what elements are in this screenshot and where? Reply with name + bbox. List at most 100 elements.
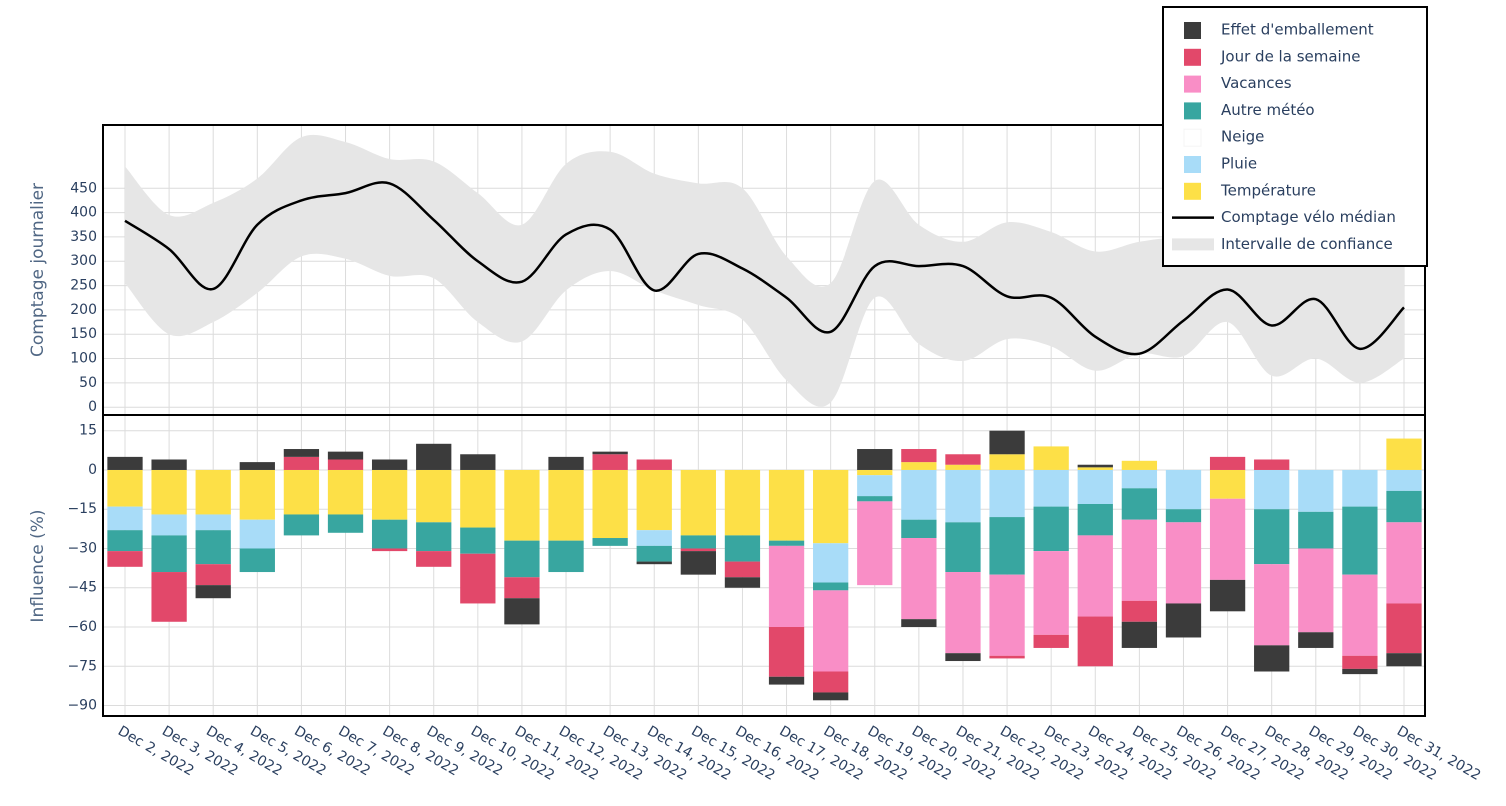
bar bbox=[1033, 551, 1069, 635]
legend-label: Vacances bbox=[1221, 74, 1292, 92]
bar bbox=[1209, 498, 1246, 580]
bar bbox=[592, 454, 628, 470]
bar bbox=[768, 676, 805, 685]
bar bbox=[1121, 488, 1158, 520]
bar bbox=[1342, 655, 1378, 669]
bar bbox=[1121, 621, 1158, 648]
bar bbox=[1386, 603, 1422, 654]
y-tick-label: 350 bbox=[70, 229, 97, 245]
legend-swatch bbox=[1184, 102, 1201, 120]
bar bbox=[239, 462, 275, 470]
bar bbox=[901, 462, 937, 470]
bar bbox=[813, 469, 849, 544]
y-tick-label: 200 bbox=[70, 302, 97, 318]
bar bbox=[151, 459, 187, 470]
bar bbox=[107, 456, 143, 470]
bar bbox=[371, 519, 408, 549]
bar bbox=[901, 619, 937, 628]
y-tick-label: −90 bbox=[67, 698, 97, 714]
median-line bbox=[124, 181, 1405, 356]
bar bbox=[151, 469, 187, 515]
legend-swatch bbox=[1184, 156, 1201, 173]
plot-border bbox=[102, 124, 1426, 416]
bar bbox=[283, 456, 320, 470]
bar bbox=[1209, 469, 1246, 499]
bar bbox=[1121, 460, 1158, 470]
bar bbox=[1209, 456, 1246, 470]
bar bbox=[636, 469, 672, 531]
bar bbox=[1254, 469, 1290, 510]
bar bbox=[504, 577, 540, 599]
bar bbox=[989, 517, 1025, 575]
bar bbox=[195, 564, 231, 586]
legend-swatch bbox=[1183, 128, 1202, 147]
bar bbox=[636, 459, 672, 470]
bar bbox=[283, 514, 320, 536]
bar bbox=[195, 585, 231, 599]
bar bbox=[592, 451, 628, 455]
bar bbox=[1077, 469, 1113, 504]
bar bbox=[945, 464, 981, 470]
bar bbox=[945, 522, 981, 573]
bar bbox=[195, 514, 231, 531]
legend-label: Effet d'emballement bbox=[1221, 21, 1374, 39]
bar bbox=[1254, 645, 1290, 672]
bar bbox=[989, 430, 1025, 455]
bar bbox=[239, 469, 275, 520]
bar bbox=[901, 519, 937, 539]
bar bbox=[945, 469, 981, 523]
bar bbox=[460, 469, 496, 528]
legend-swatch bbox=[1184, 182, 1201, 200]
bar bbox=[107, 469, 143, 507]
bar bbox=[151, 535, 187, 573]
bar bbox=[1298, 469, 1334, 512]
bar bbox=[1342, 469, 1378, 507]
bar bbox=[813, 692, 849, 701]
bar bbox=[460, 553, 496, 604]
bar bbox=[1386, 522, 1422, 604]
bar bbox=[1254, 509, 1290, 565]
bar bbox=[283, 449, 320, 457]
bar bbox=[239, 519, 275, 549]
legend-swatch bbox=[1184, 22, 1201, 39]
bar bbox=[1077, 503, 1113, 536]
legend-label: Comptage vélo médian bbox=[1221, 208, 1396, 226]
bar bbox=[813, 543, 849, 583]
bar bbox=[107, 530, 143, 552]
bar bbox=[857, 469, 893, 476]
bar bbox=[945, 572, 981, 654]
bar bbox=[416, 551, 452, 567]
confidence-band bbox=[125, 134, 1404, 407]
y-tick-label: 0 bbox=[88, 462, 97, 478]
bar bbox=[724, 561, 761, 578]
bar bbox=[989, 574, 1025, 656]
bar bbox=[1077, 535, 1113, 617]
bar bbox=[724, 535, 761, 562]
y-tick-label: 150 bbox=[70, 326, 97, 342]
bar bbox=[1165, 522, 1202, 604]
bar bbox=[416, 469, 452, 523]
y-tick-label: 400 bbox=[70, 205, 97, 221]
bar bbox=[636, 561, 672, 565]
bar bbox=[636, 545, 672, 562]
y-tick-label: 250 bbox=[70, 278, 97, 294]
bar bbox=[1121, 519, 1158, 601]
bar bbox=[151, 572, 187, 622]
legend-swatch bbox=[1184, 48, 1201, 66]
bar bbox=[1033, 634, 1069, 648]
bar bbox=[327, 451, 364, 460]
bar bbox=[768, 540, 805, 546]
bar bbox=[1298, 511, 1334, 549]
legend-box bbox=[1162, 6, 1428, 267]
bar bbox=[327, 469, 364, 515]
bar bbox=[768, 627, 805, 677]
bar bbox=[1209, 579, 1246, 612]
bar bbox=[945, 454, 981, 465]
bar bbox=[1033, 446, 1069, 470]
bar bbox=[1165, 469, 1202, 510]
bar bbox=[371, 459, 408, 470]
y-tick-label: 50 bbox=[79, 375, 97, 391]
y-axis-title: Influence (%) bbox=[28, 509, 48, 622]
y-tick-label: −60 bbox=[67, 619, 97, 635]
